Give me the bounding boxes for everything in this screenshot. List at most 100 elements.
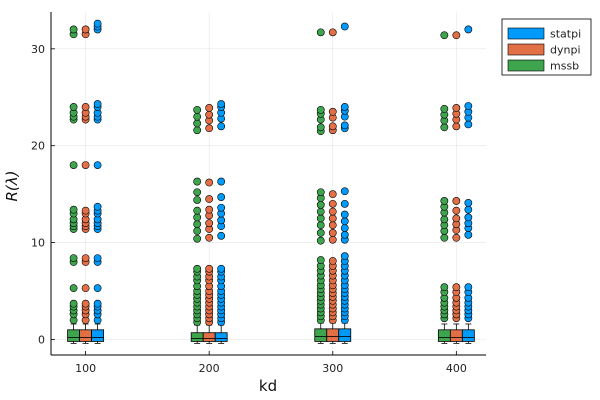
- outlier-point-dynpi: [205, 233, 214, 242]
- y-tick-label: 0: [38, 333, 45, 346]
- box-dynpi-100: [79, 323, 93, 344]
- outlier-point-mssb: [193, 213, 202, 222]
- y-tick-label: 30: [31, 43, 45, 56]
- outlier-point-mssb: [316, 188, 325, 197]
- outlier-point-mssb: [69, 254, 78, 263]
- outlier-point-dynpi: [81, 103, 90, 111]
- outlier-point-dynpi: [452, 197, 461, 205]
- box-rect: [338, 328, 352, 342]
- outlier-point-mssb: [193, 264, 202, 273]
- outlier-point-statpi: [217, 264, 226, 273]
- outlier-point-statpi: [464, 120, 473, 129]
- box-rect: [214, 332, 228, 342]
- box-mssb-400: [437, 323, 451, 344]
- outlier-point-mssb: [193, 196, 202, 204]
- outlier-point-mssb: [316, 105, 325, 114]
- outlier-point-statpi: [340, 199, 349, 208]
- outlier-point-statpi: [340, 22, 349, 31]
- outlier-point-mssb: [69, 205, 78, 214]
- box-statpi-300: [338, 322, 352, 344]
- outlier-point-statpi: [93, 299, 102, 308]
- outlier-point-statpi: [464, 198, 473, 207]
- outlier-point-mssb: [69, 25, 78, 34]
- outlier-point-dynpi: [328, 214, 337, 223]
- outlier-point-statpi: [340, 103, 349, 111]
- box-mssb-200: [190, 324, 204, 344]
- outlier-point-mssb: [193, 105, 202, 114]
- outlier-point-mssb: [193, 177, 202, 186]
- box-dynpi-200: [202, 324, 216, 344]
- outlier-point-mssb: [193, 112, 202, 121]
- outlier-point-statpi: [464, 102, 473, 110]
- outlier-point-statpi: [464, 283, 473, 292]
- outlier-point-dynpi: [328, 28, 337, 37]
- outlier-point-statpi: [340, 224, 349, 232]
- outlier-point-mssb: [193, 234, 202, 243]
- outlier-point-mssb: [316, 28, 325, 37]
- outlier-point-mssb: [316, 123, 325, 132]
- box-dynpi-300: [326, 322, 340, 344]
- outlier-point-statpi: [340, 187, 349, 196]
- outlier-point-dynpi: [452, 122, 461, 131]
- outlier-point-dynpi: [205, 124, 214, 133]
- outlier-point-dynpi: [328, 221, 337, 230]
- outlier-point-dynpi: [328, 199, 337, 208]
- box-statpi-200: [214, 324, 228, 344]
- box-rect: [449, 329, 463, 342]
- outlier-point-dynpi: [328, 257, 337, 265]
- outlier-point-mssb: [193, 188, 202, 197]
- outlier-point-statpi: [340, 230, 349, 239]
- outlier-point-dynpi: [452, 31, 461, 40]
- outlier-point-statpi: [93, 19, 102, 28]
- outlier-point-statpi: [93, 284, 102, 293]
- outlier-point-dynpi: [452, 233, 461, 242]
- legend-label-mssb: mssb: [550, 60, 579, 73]
- outlier-point-mssb: [316, 256, 325, 264]
- outlier-point-dynpi: [452, 206, 461, 215]
- box-rect: [202, 332, 216, 342]
- legend-swatch-mssb: [507, 59, 545, 72]
- box-rect: [461, 329, 475, 342]
- outlier-point-mssb: [440, 123, 449, 132]
- outlier-point-dynpi: [205, 219, 214, 228]
- grid-layer: [51, 12, 486, 355]
- outlier-point-mssb: [440, 215, 449, 224]
- outlier-point-mssb: [193, 220, 202, 229]
- outlier-point-statpi: [217, 177, 226, 186]
- axes-layer: 100 200 300 400 0 10 20 30: [31, 12, 486, 375]
- outlier-point-dynpi: [81, 161, 90, 169]
- outlier-point-mssb: [316, 229, 325, 237]
- legend-label-statpi: statpi: [550, 28, 581, 41]
- legend-swatch-statpi: [507, 27, 545, 40]
- outlier-point-statpi: [217, 231, 226, 240]
- outlier-point-mssb: [440, 233, 449, 242]
- x-axis-label: kd: [259, 377, 277, 395]
- outlier-point-dynpi: [81, 254, 90, 263]
- outlier-point-mssb: [440, 104, 449, 113]
- outlier-point-dynpi: [205, 178, 214, 187]
- box-statpi-100: [91, 323, 105, 344]
- outlier-point-mssb: [193, 227, 202, 235]
- box-dynpi-400: [449, 323, 463, 344]
- outlier-point-mssb: [440, 283, 449, 292]
- outlier-point-statpi: [217, 100, 226, 108]
- outlier-point-dynpi: [81, 284, 90, 293]
- box-rect: [79, 329, 93, 342]
- y-axis-label: R(λ): [3, 170, 21, 201]
- outlier-point-mssb: [69, 284, 78, 293]
- outlier-point-mssb: [440, 31, 449, 40]
- outlier-point-statpi: [340, 252, 349, 261]
- outlier-point-dynpi: [205, 110, 214, 119]
- outlier-point-mssb: [69, 299, 78, 308]
- outlier-point-dynpi: [328, 207, 337, 216]
- outlier-point-mssb: [316, 200, 325, 209]
- outlier-point-mssb: [193, 206, 202, 215]
- box-rect: [190, 332, 204, 342]
- outlier-point-dynpi: [81, 25, 90, 34]
- outlier-point-mssb: [69, 103, 78, 111]
- outlier-point-statpi: [464, 205, 473, 214]
- outlier-point-statpi: [93, 254, 102, 263]
- box-rect: [326, 328, 340, 342]
- outlier-point-statpi: [340, 210, 349, 219]
